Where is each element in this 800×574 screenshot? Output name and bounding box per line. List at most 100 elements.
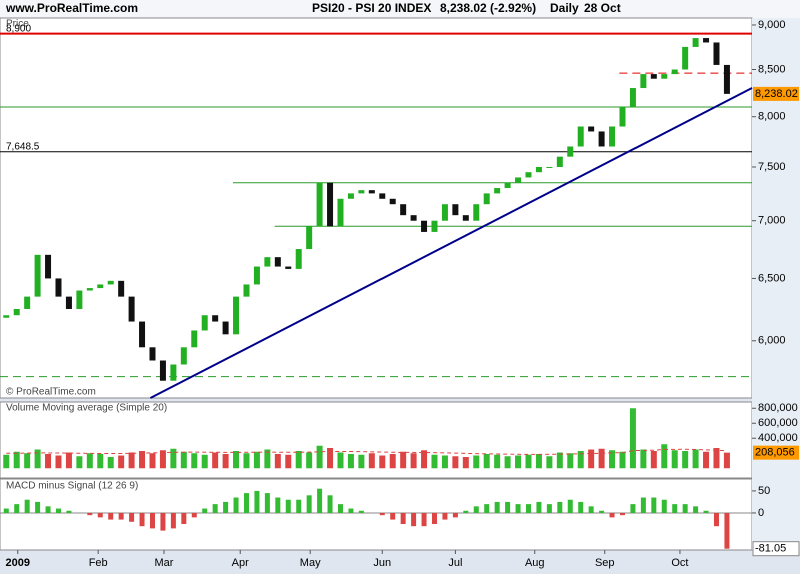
volume-bar — [76, 456, 83, 469]
volume-bar — [327, 448, 334, 469]
macd-bar — [285, 499, 291, 513]
candle — [337, 198, 344, 227]
macd-bar — [713, 512, 719, 527]
volume-bar — [24, 453, 31, 469]
candle — [598, 131, 605, 147]
candle — [504, 182, 511, 189]
x-tick-label: Aug — [525, 557, 545, 569]
y-tick-label: 7,500 — [758, 161, 786, 173]
candle — [149, 347, 156, 361]
candle — [274, 257, 281, 267]
candle — [368, 190, 375, 194]
candle — [347, 193, 354, 199]
volume-bar — [389, 454, 396, 469]
candle — [462, 215, 469, 221]
x-tick-label: May — [300, 557, 321, 569]
macd-panel — [0, 478, 753, 551]
volume-bar — [118, 455, 125, 469]
macd-bar — [181, 512, 187, 524]
macd-bar — [139, 512, 145, 527]
candle — [703, 38, 710, 43]
candle — [431, 220, 438, 232]
candle — [316, 182, 323, 227]
candle — [473, 204, 480, 221]
candle — [97, 284, 104, 289]
y-tick-label: 800,000 — [758, 402, 798, 414]
date: 28 Oct — [584, 1, 621, 15]
macd-bar — [619, 512, 625, 516]
last-value-label: 8,238.02 — [755, 88, 798, 100]
candle — [609, 126, 616, 147]
x-tick-label: Jun — [373, 557, 391, 569]
last-value-label: 208,056 — [755, 447, 795, 459]
candle — [86, 288, 93, 291]
candle — [389, 198, 396, 205]
candle — [546, 166, 553, 168]
volume-bar — [629, 408, 636, 469]
y-tick-label: 6,500 — [758, 272, 786, 284]
volume-bar — [400, 451, 407, 469]
x-tick-label: Sep — [595, 557, 615, 569]
y-tick-label: 9,000 — [758, 19, 786, 31]
macd-bar — [390, 512, 396, 520]
macd-bar — [233, 497, 239, 513]
volume-bar — [191, 453, 198, 469]
volume-bar — [556, 452, 563, 469]
macd-bar — [640, 497, 646, 513]
macd-bar — [379, 512, 385, 516]
macd-bar — [651, 497, 657, 513]
candle — [577, 126, 584, 147]
macd-bar — [35, 501, 41, 513]
header-bar — [0, 0, 800, 18]
volume-bar — [149, 453, 156, 469]
volume-bar — [128, 452, 135, 469]
x-tick-label: 2009 — [6, 557, 30, 569]
volume-bar — [682, 451, 689, 469]
candle — [76, 290, 83, 309]
volume-bar — [609, 450, 616, 469]
macd-title: MACD minus Signal (12 26 9) — [6, 481, 138, 492]
candle — [682, 46, 689, 70]
volume-bar — [640, 449, 647, 469]
volume-bar — [504, 456, 511, 469]
macd-bar — [494, 501, 500, 513]
volume-bar — [421, 450, 428, 469]
volume-bar — [619, 451, 626, 469]
candle — [118, 280, 125, 297]
volume-bar — [452, 456, 459, 469]
candle — [567, 146, 574, 157]
moving-average — [6, 448, 727, 455]
macd-bar — [3, 508, 9, 513]
macd-bar — [254, 490, 260, 513]
candle — [306, 226, 313, 250]
candle — [191, 330, 198, 348]
volume-bar — [222, 454, 229, 469]
volume-bar — [86, 453, 93, 469]
candle — [650, 74, 657, 79]
macd-bar — [661, 499, 667, 513]
volume-bar — [462, 457, 469, 469]
macd-bar — [505, 501, 511, 513]
macd-bar — [525, 504, 531, 513]
volume-bar — [535, 454, 542, 469]
macd-bar — [264, 493, 270, 513]
volume-bar — [139, 451, 146, 469]
candle — [222, 321, 229, 335]
macd-bar — [66, 510, 72, 513]
macd-bar — [431, 512, 437, 524]
volume-bar — [347, 454, 354, 469]
volume-bar — [661, 444, 668, 469]
macd-bar — [588, 506, 594, 513]
macd-bar — [536, 501, 542, 513]
macd-bar — [400, 512, 406, 524]
macd-bar — [442, 512, 448, 520]
volume-bar — [3, 454, 10, 469]
volume-bar — [316, 445, 323, 469]
candle — [24, 296, 31, 309]
macd-bar — [463, 510, 469, 513]
macd-bar — [703, 510, 709, 513]
volume-bar — [567, 453, 574, 469]
candle — [441, 204, 448, 221]
volume-bar — [65, 452, 72, 469]
